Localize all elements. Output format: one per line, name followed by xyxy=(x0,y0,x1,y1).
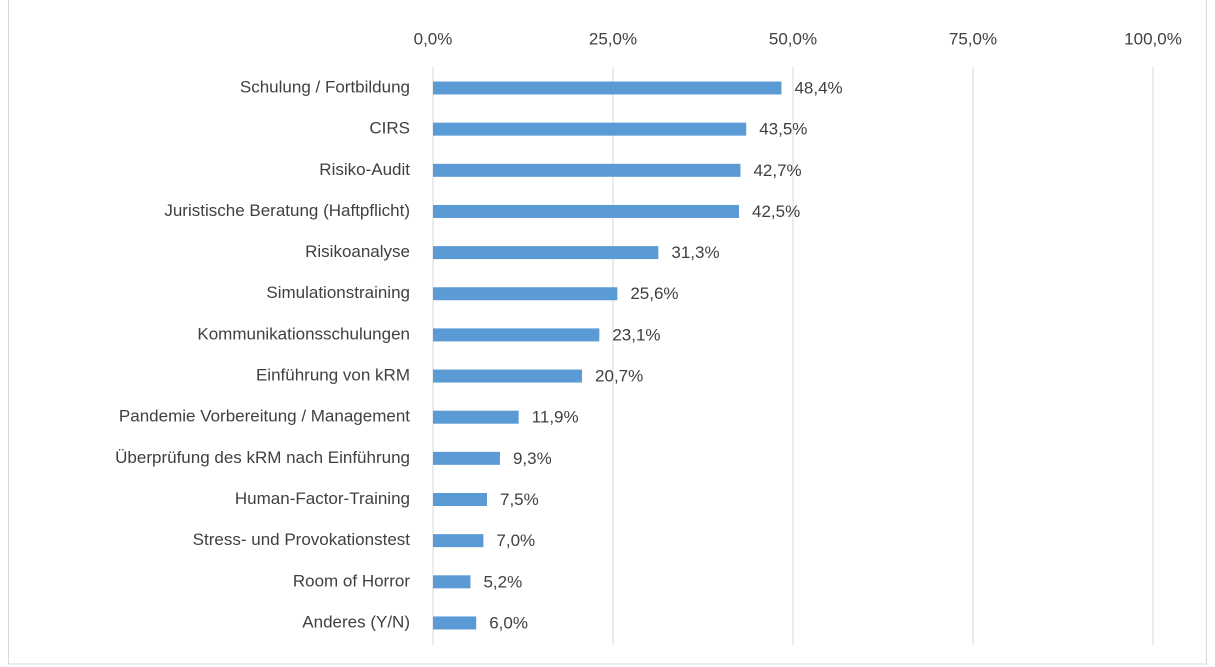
bar xyxy=(433,204,739,218)
bar xyxy=(433,122,747,136)
y-tick-label: Einführung von kRM xyxy=(256,366,410,385)
x-tick-label: 50,0% xyxy=(769,29,817,48)
value-label: 9,3% xyxy=(513,449,552,468)
y-tick-label: Schulung / Fortbildung xyxy=(240,77,410,96)
bar xyxy=(433,616,477,630)
x-tick-label: 100,0% xyxy=(1124,29,1182,48)
y-tick-label: CIRS xyxy=(369,119,410,138)
bar xyxy=(433,287,618,301)
bar xyxy=(433,575,471,589)
bar xyxy=(433,163,741,177)
value-label: 20,7% xyxy=(595,367,643,386)
value-label: 42,7% xyxy=(753,161,801,180)
y-tick-label: Kommunikationsschulungen xyxy=(197,324,410,343)
bar xyxy=(433,328,600,342)
value-label: 7,0% xyxy=(496,531,535,550)
value-label: 25,6% xyxy=(630,284,678,303)
value-label: 43,5% xyxy=(759,120,807,139)
y-tick-label: Überprüfung des kRM nach Einführung xyxy=(115,448,410,467)
x-tick-label: 75,0% xyxy=(949,29,997,48)
value-label: 23,1% xyxy=(612,325,660,344)
y-tick-label: Simulationstraining xyxy=(266,283,410,302)
y-tick-label: Room of Horror xyxy=(293,571,410,590)
bar xyxy=(433,246,659,260)
y-tick-label: Pandemie Vorbereitung / Management xyxy=(119,407,410,426)
value-label: 5,2% xyxy=(483,572,522,591)
bar xyxy=(433,369,583,383)
value-label: 11,9% xyxy=(532,408,579,427)
y-tick-label: Juristische Beratung (Haftpflicht) xyxy=(164,201,410,220)
value-label: 42,5% xyxy=(752,202,800,221)
bar xyxy=(433,534,484,548)
x-tick-label: 25,0% xyxy=(589,29,637,48)
y-tick-label: Human-Factor-Training xyxy=(235,489,410,508)
value-label: 7,5% xyxy=(500,490,539,509)
x-tick-label: 0,0% xyxy=(414,29,453,48)
bar xyxy=(433,451,500,465)
chart-frame xyxy=(8,0,1207,665)
y-tick-label: Stress- und Provokationstest xyxy=(193,530,411,549)
y-tick-label: Risiko-Audit xyxy=(319,160,410,179)
y-tick-label: Risikoanalyse xyxy=(305,242,410,261)
value-label: 31,3% xyxy=(671,243,719,262)
bar xyxy=(433,410,519,424)
value-label: 6,0% xyxy=(489,613,528,632)
value-label: 48,4% xyxy=(794,78,842,97)
bar xyxy=(433,81,782,95)
bar xyxy=(433,493,487,506)
y-tick-label: Anderes (Y/N) xyxy=(302,612,410,631)
